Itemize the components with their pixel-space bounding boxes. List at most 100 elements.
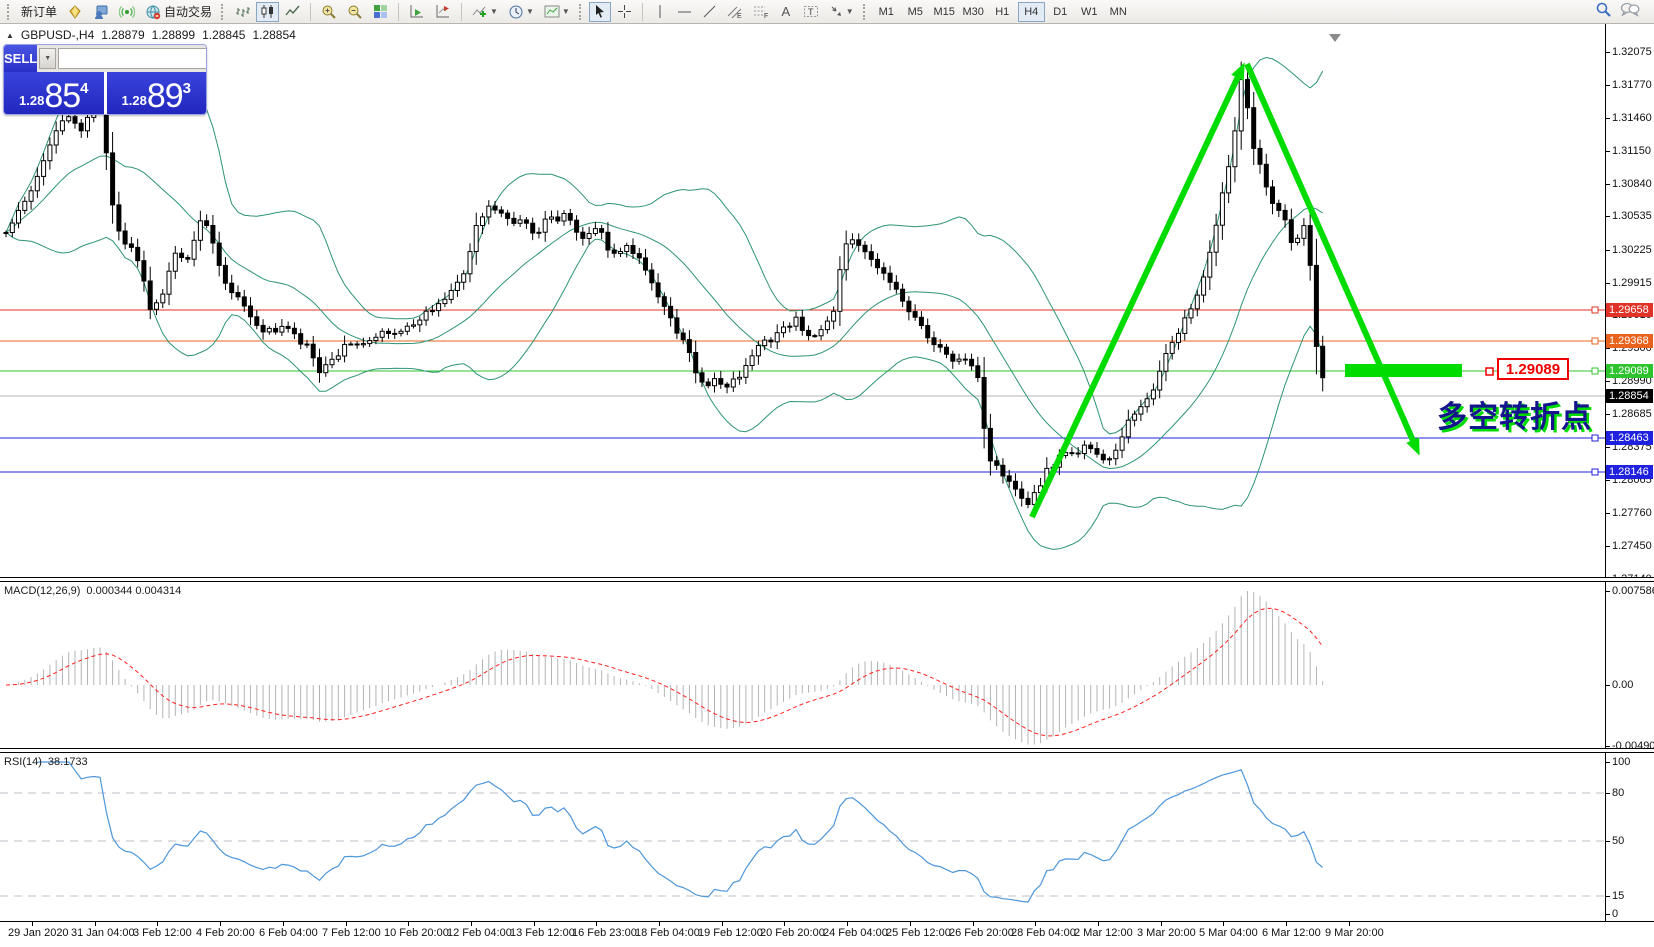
trendline-tool-button[interactable] (698, 2, 721, 22)
volume-input[interactable] (58, 48, 206, 69)
timeframe-h4-button[interactable]: H4 (1017, 1, 1045, 22)
autotrading-label: 自动交易 (164, 5, 213, 19)
tile-windows-button[interactable] (369, 2, 392, 22)
arrows-tool-button[interactable]: ▼ (825, 2, 858, 22)
line-chart-button[interactable] (281, 2, 304, 22)
indicators-button[interactable]: ▼ (468, 2, 502, 22)
price-tick-label: 1.27760 (1612, 507, 1652, 519)
dropdown-caret-icon[interactable]: ▼ (490, 7, 498, 16)
ohlc-low: 1.28845 (202, 28, 246, 42)
channel-letter: E (737, 13, 742, 19)
new-order-button[interactable]: 新订单 (17, 2, 61, 22)
time-tick-label: 26 Feb 20:00 (949, 927, 1014, 939)
signals-icon[interactable] (115, 2, 139, 22)
rsi-scale-label: 80 (1612, 787, 1625, 799)
timeframe-m1-button[interactable]: M1 (873, 2, 900, 22)
chat-icon[interactable] (1620, 1, 1640, 22)
price-level-badge: 1.28854 (1606, 389, 1653, 403)
rsi-tick (1605, 914, 1610, 915)
time-tick (596, 922, 597, 926)
time-tick (722, 922, 723, 926)
time-tick-label: 2 Mar 12:00 (1074, 927, 1133, 939)
time-axis[interactable]: 29 Jan 2020 31 Jan 04:00 3 Feb 12:00 4 Feb … (0, 921, 1654, 947)
time-tick (784, 922, 785, 926)
periods-button[interactable]: ▼ (504, 2, 538, 22)
timeframe-d1-button[interactable]: D1 (1047, 2, 1074, 22)
horizontal-line-tool-button[interactable] (673, 2, 696, 22)
macd-tick (1605, 746, 1610, 747)
timeframe-m5-button[interactable]: M5 (902, 2, 929, 22)
price-tick (1605, 546, 1610, 547)
price-axis[interactable]: 1.32075 1.31770 1.31460 1.31150 1.30840 1.305… (1605, 0, 1654, 947)
toolbar-grip[interactable] (7, 3, 12, 20)
chart-shift-button[interactable] (431, 2, 455, 22)
toolbar-grip[interactable] (578, 3, 584, 20)
price-tick (1605, 184, 1610, 185)
price-tick (1605, 381, 1610, 382)
price-tick-label: 1.29915 (1612, 277, 1652, 289)
bar-chart-button[interactable] (231, 2, 254, 22)
toolbar-grip[interactable] (221, 3, 226, 20)
pane-separator[interactable] (0, 748, 1654, 753)
turning-point-annotation[interactable]: 多空转折点 (1437, 401, 1592, 434)
time-tick (408, 922, 409, 926)
volume-decrease-button[interactable]: ▼ (39, 48, 57, 69)
market-gem-icon[interactable] (63, 2, 87, 22)
sell-button[interactable]: SELL (4, 45, 38, 72)
macd-tick (1605, 591, 1610, 592)
rsi-tick (1605, 896, 1610, 897)
macd-tick (1605, 685, 1610, 686)
zoom-in-button[interactable] (317, 2, 341, 22)
dropdown-caret-icon[interactable]: ▼ (525, 7, 534, 16)
sell-price-button[interactable]: 1.28 85 4 (4, 72, 104, 114)
symbol-name: GBPUSD-,H4 (20, 28, 95, 42)
macd-pane[interactable] (0, 582, 1605, 748)
time-tick (1035, 922, 1036, 926)
community-icon[interactable] (89, 2, 113, 22)
symbol-collapse-icon[interactable]: ▲ (6, 30, 14, 40)
equidistant-channel-tool-button[interactable]: E (723, 2, 747, 22)
auto-scroll-button[interactable] (405, 2, 429, 22)
price-axis-line (1605, 24, 1606, 921)
toolbar-grip[interactable] (862, 3, 868, 20)
main-chart[interactable] (0, 24, 1605, 577)
price-tick (1605, 216, 1610, 217)
crosshair-tool-button[interactable] (613, 2, 636, 22)
pane-separator[interactable] (0, 577, 1654, 582)
timeframe-m15-button[interactable]: M15 (931, 2, 958, 22)
rsi-pane[interactable] (0, 753, 1605, 921)
time-tick (1098, 922, 1099, 926)
timeframe-h1-button[interactable]: H1 (989, 2, 1016, 22)
price-tick-label: 1.27450 (1612, 540, 1652, 552)
price-tick (1605, 414, 1610, 415)
time-tick-label: 29 Jan 2020 (8, 927, 69, 939)
time-tick (157, 922, 158, 926)
time-tick (1286, 922, 1287, 926)
price-tick-label: 1.31150 (1612, 145, 1651, 157)
rsi-title: RSI(14) (4, 756, 42, 768)
dropdown-caret-icon[interactable]: ▼ (845, 7, 854, 16)
price-tick (1605, 348, 1610, 349)
text-label-tool-button[interactable]: T (799, 2, 823, 22)
timeframe-mn-button[interactable]: MN (1105, 2, 1132, 22)
zoom-out-button[interactable] (343, 2, 367, 22)
cursor-tool-button[interactable] (588, 1, 611, 22)
buy-price-big: 89 (146, 77, 184, 115)
templates-button[interactable]: ▼ (540, 2, 574, 22)
search-icon[interactable] (1595, 1, 1612, 23)
candlestick-chart-button[interactable] (256, 1, 280, 22)
rsi-scale-label: 50 (1612, 835, 1625, 847)
one-click-trading-panel: SELL ▼ ▲ BUY 1.28 85 4 1.28 89 3 (3, 44, 207, 115)
text-tool-button[interactable]: A (781, 4, 791, 19)
price-level-badge: 1.29089 (1606, 364, 1653, 378)
vertical-line-tool-button[interactable] (649, 2, 671, 22)
buy-price-button[interactable]: 1.28 89 3 (106, 72, 206, 115)
price-tick-label: 1.30535 (1612, 210, 1652, 222)
price-tag-label[interactable]: 1.29089 (1497, 358, 1569, 380)
autotrading-button[interactable]: 自动交易 (141, 2, 216, 22)
timeframe-w1-button[interactable]: W1 (1076, 2, 1103, 22)
dropdown-caret-icon[interactable]: ▼ (561, 7, 570, 16)
timeframe-m30-button[interactable]: M30 (960, 2, 987, 22)
time-tick-label: 3 Mar 20:00 (1137, 927, 1196, 939)
fibonacci-tool-button[interactable]: F (749, 2, 773, 22)
